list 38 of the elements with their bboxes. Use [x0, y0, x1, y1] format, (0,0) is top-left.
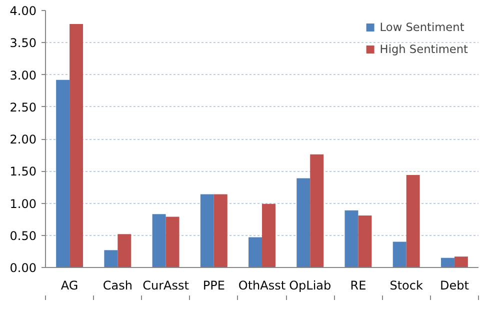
y-tick-label: 3.50	[10, 36, 36, 50]
x-tick-label: Stock	[390, 278, 423, 292]
y-tick-label: 2.50	[10, 100, 36, 114]
bar	[70, 24, 84, 268]
y-tick-label: 0.50	[10, 228, 36, 243]
x-tick-label: OthAsst	[238, 278, 286, 292]
y-tick-label: 0.00	[10, 261, 36, 275]
bar	[406, 174, 420, 268]
x-tick-label: PPE	[202, 278, 225, 292]
y-tick-label: 1.00	[10, 196, 36, 211]
y-tick-label: 1.50	[10, 164, 36, 179]
bar	[262, 204, 276, 268]
bar	[166, 216, 180, 268]
bar	[118, 234, 132, 268]
x-tick-label: OpLiab	[289, 278, 332, 292]
bar	[200, 194, 214, 268]
legend-label: Low Sentiment	[380, 20, 464, 34]
bar	[454, 256, 468, 268]
bar	[392, 242, 406, 268]
bar	[358, 215, 372, 268]
x-tick-label: CurAsst	[142, 278, 190, 292]
legend-label: High Sentiment	[380, 42, 468, 56]
x-tick-label: Cash	[102, 278, 132, 292]
bar	[104, 250, 118, 268]
bar	[152, 214, 166, 268]
x-tick-label: RE	[350, 278, 366, 292]
bar	[344, 210, 358, 268]
y-tick-label: 2.00	[10, 132, 36, 146]
bar	[214, 194, 228, 268]
bar	[310, 154, 324, 268]
bar	[56, 80, 70, 268]
x-tick-label: Debt	[440, 278, 470, 292]
y-tick-label: 3.00	[10, 68, 36, 82]
bar	[248, 237, 262, 268]
x-tick-label: AG	[60, 278, 78, 292]
bar	[296, 178, 310, 268]
y-tick-label: 4.00	[10, 4, 36, 18]
bar	[440, 258, 454, 268]
